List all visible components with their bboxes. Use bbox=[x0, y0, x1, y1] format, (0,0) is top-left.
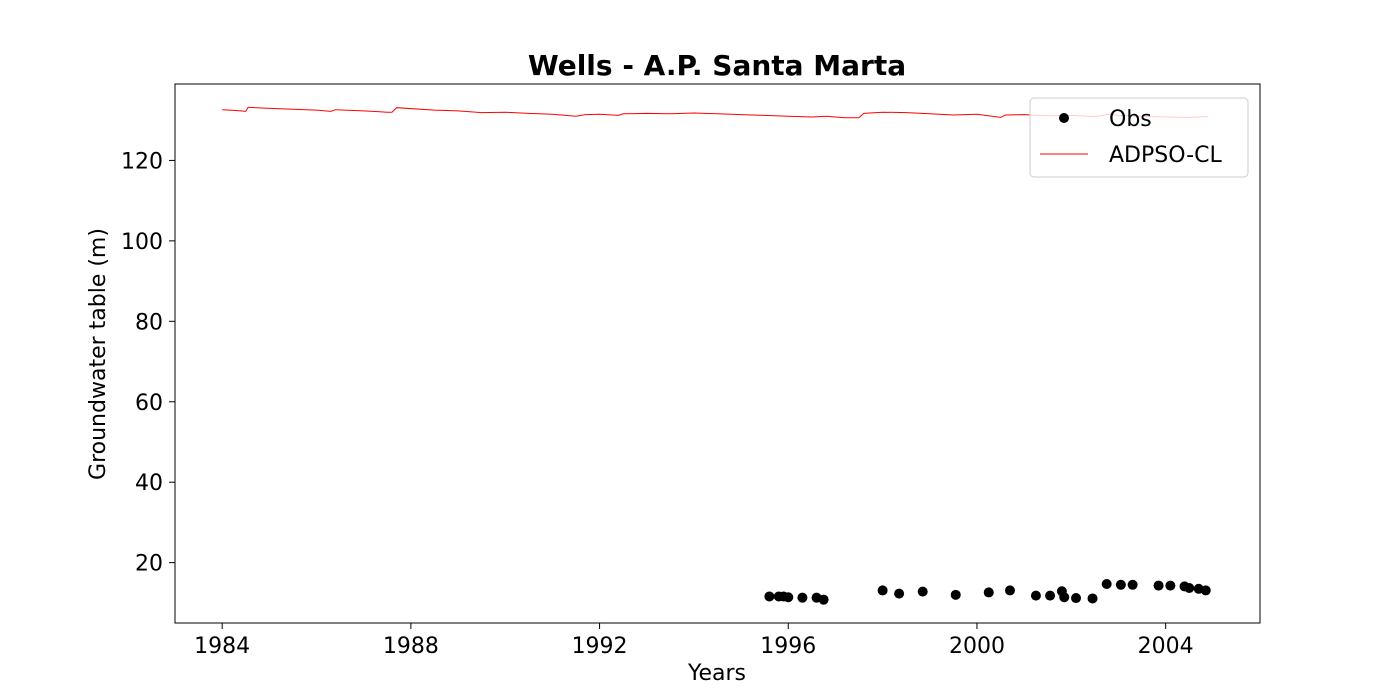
y-axis-label: Groundwater table (m) bbox=[86, 228, 111, 480]
y-tick-label: 100 bbox=[121, 230, 163, 255]
obs-point bbox=[1184, 583, 1195, 594]
obs-point bbox=[783, 592, 794, 603]
y-tick-label: 80 bbox=[135, 310, 163, 335]
x-tick-label: 1988 bbox=[383, 634, 439, 659]
obs-point bbox=[1200, 585, 1211, 596]
obs-point bbox=[894, 588, 905, 599]
obs-point bbox=[1004, 585, 1015, 596]
obs-point bbox=[950, 589, 961, 600]
obs-point bbox=[1165, 580, 1176, 591]
legend-box bbox=[1029, 97, 1249, 178]
obs-point bbox=[797, 592, 808, 603]
x-tick-label: 2004 bbox=[1138, 634, 1194, 659]
y-tick-label: 120 bbox=[121, 149, 163, 174]
obs-point bbox=[1127, 579, 1138, 590]
legend-label: ADPSO-CL bbox=[1109, 143, 1222, 168]
x-tick-label: 1992 bbox=[572, 634, 628, 659]
obs-point bbox=[1115, 579, 1126, 590]
obs-point bbox=[1059, 592, 1070, 603]
plot-frame bbox=[174, 83, 1261, 624]
obs-point bbox=[983, 587, 994, 598]
x-tick-label: 1996 bbox=[760, 634, 816, 659]
y-tick-label: 20 bbox=[135, 552, 163, 577]
obs-point bbox=[1153, 580, 1164, 591]
x-axis-label: Years bbox=[687, 661, 746, 686]
y-tick-label: 40 bbox=[135, 471, 163, 496]
obs-point bbox=[1071, 593, 1082, 604]
x-tick-label: 2000 bbox=[949, 634, 1005, 659]
obs-point bbox=[917, 586, 928, 597]
plot-area bbox=[222, 106, 1211, 605]
obs-point bbox=[1087, 593, 1098, 604]
legend: Obs ADPSO-CL bbox=[1029, 97, 1249, 178]
axes: 1984 1988 1992 1996 2000 2004 20 40 60 80 100 120 bbox=[121, 83, 1261, 659]
legend-dot-marker bbox=[1059, 113, 1069, 123]
chart-title: Wells - A.P. Santa Marta bbox=[528, 49, 906, 82]
obs-point bbox=[877, 585, 888, 596]
x-tick-label: 1984 bbox=[194, 634, 250, 659]
obs-point bbox=[818, 594, 829, 605]
obs-point bbox=[1101, 578, 1112, 589]
y-tick-label: 60 bbox=[135, 391, 163, 416]
obs-point bbox=[1030, 590, 1041, 601]
legend-label: Obs bbox=[1109, 107, 1152, 132]
obs-point bbox=[764, 591, 775, 602]
obs-point bbox=[1045, 590, 1056, 601]
